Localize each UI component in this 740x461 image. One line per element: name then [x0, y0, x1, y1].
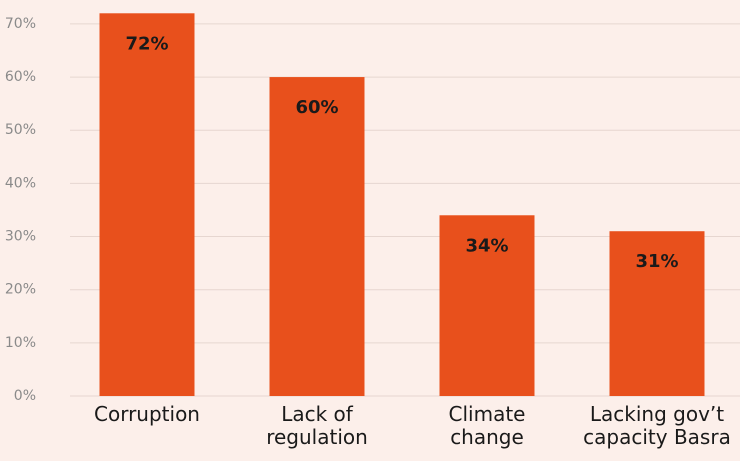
y-tick-label: 30% — [5, 229, 36, 245]
bar — [439, 215, 535, 396]
y-tick-label: 70% — [5, 16, 36, 32]
y-tick-label: 20% — [5, 282, 36, 298]
bar — [269, 77, 365, 396]
data-label: 60% — [295, 97, 338, 118]
y-tick-label: 60% — [5, 69, 36, 85]
bar — [609, 231, 705, 396]
y-tick-label: 10% — [5, 335, 36, 351]
data-label: 72% — [125, 33, 168, 54]
y-tick-label: 40% — [5, 175, 36, 191]
bar — [99, 13, 195, 396]
x-tick-label: Lacking gov’t capacity Basra — [583, 402, 731, 449]
x-tick-label: Corruption — [94, 402, 200, 426]
x-tick-label: Lack of regulation — [266, 402, 368, 449]
data-label: 31% — [635, 251, 678, 272]
y-tick-label: 0% — [14, 388, 36, 404]
data-label: 34% — [465, 235, 508, 256]
x-tick-label: Climate change — [448, 402, 526, 449]
y-tick-label: 50% — [5, 122, 36, 138]
